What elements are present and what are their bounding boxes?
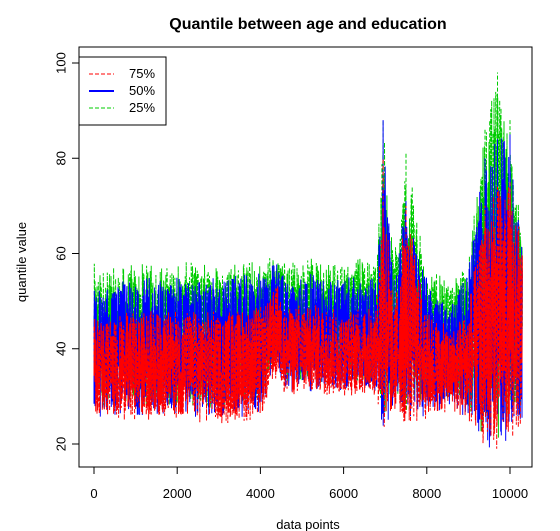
legend-label: 25% [129, 100, 155, 115]
y-tick-label: 100 [53, 52, 68, 74]
series-line-75pct [93, 158, 523, 449]
x-tick-label: 6000 [329, 486, 358, 501]
y-tick-label: 40 [53, 342, 68, 356]
x-tick-label: 10000 [492, 486, 528, 501]
y-tick-label: 80 [53, 151, 68, 165]
legend-label: 50% [129, 83, 155, 98]
x-tick-label: 0 [90, 486, 97, 501]
y-tick-label: 60 [53, 246, 68, 260]
x-tick-label: 8000 [412, 486, 441, 501]
legend-label: 75% [129, 66, 155, 81]
plot-area [93, 72, 523, 449]
chart-title: Quantile between age and education [169, 16, 446, 33]
legend: 75% 50% 25% [78, 56, 167, 126]
y-axis: 20 40 60 80 100 [53, 52, 80, 451]
y-axis-label: quantile value [14, 222, 29, 302]
x-tick-label: 2000 [163, 486, 192, 501]
y-tick-label: 20 [53, 437, 68, 451]
x-axis: 0 2000 4000 6000 8000 10000 [90, 466, 528, 501]
x-axis-label: data points [276, 517, 340, 531]
x-tick-label: 4000 [246, 486, 275, 501]
